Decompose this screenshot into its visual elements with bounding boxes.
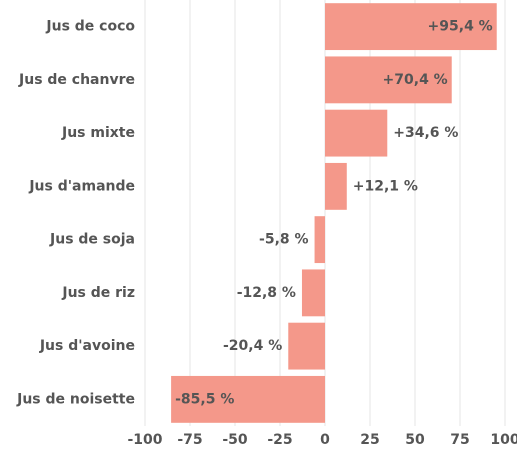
x-tick-label: 100	[490, 432, 517, 448]
x-tick-label: -100	[127, 432, 162, 448]
x-tick-label: -25	[267, 432, 292, 448]
x-tick-label: 50	[405, 432, 425, 448]
value-label: +95,4 %	[428, 19, 493, 35]
bar	[171, 375, 325, 423]
y-tick-label: Jus de coco	[45, 19, 135, 35]
bar	[325, 56, 452, 104]
y-tick-label: Jus de chanvre	[18, 72, 135, 88]
value-label: -20,4 %	[223, 338, 282, 354]
y-tick-label: Jus de riz	[61, 285, 135, 301]
y-tick-label: Jus de noisette	[16, 391, 135, 407]
bar	[288, 322, 325, 370]
bar	[314, 216, 325, 264]
bar	[301, 269, 325, 317]
x-tick-label: -50	[222, 432, 248, 448]
value-label: -5,8 %	[259, 232, 309, 248]
x-tick-label: -75	[177, 432, 202, 448]
y-tick-label: Jus mixte	[61, 125, 135, 141]
value-label: +34,6 %	[393, 125, 458, 141]
bar	[325, 3, 497, 51]
bar	[325, 162, 347, 210]
x-tick-label: 0	[320, 432, 330, 448]
value-label: -12,8 %	[237, 285, 296, 301]
value-label: +70,4 %	[383, 72, 448, 88]
y-tick-label: Jus d'amande	[28, 178, 135, 194]
bar	[325, 109, 388, 157]
y-tick-label: Jus de soja	[49, 232, 135, 248]
value-label: +12,1 %	[353, 178, 418, 194]
x-tick-label: 25	[360, 432, 379, 448]
value-label: -85,5 %	[175, 391, 234, 407]
x-tick-label: 75	[450, 432, 469, 448]
y-tick-label: Jus d'avoine	[39, 338, 135, 354]
